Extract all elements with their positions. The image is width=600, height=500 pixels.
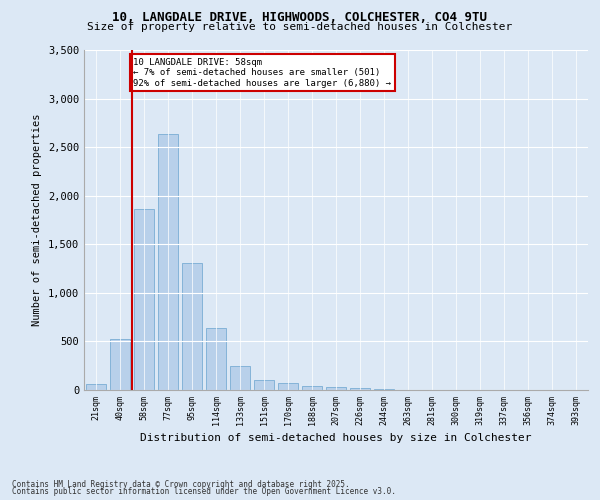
Text: Size of property relative to semi-detached houses in Colchester: Size of property relative to semi-detach… xyxy=(88,22,512,32)
Bar xyxy=(326,388,346,390)
Text: Contains HM Land Registry data © Crown copyright and database right 2025.: Contains HM Land Registry data © Crown c… xyxy=(12,480,350,489)
Bar xyxy=(278,382,298,390)
X-axis label: Distribution of semi-detached houses by size in Colchester: Distribution of semi-detached houses by … xyxy=(140,433,532,443)
Bar xyxy=(206,328,226,390)
Bar xyxy=(254,380,274,390)
Bar xyxy=(374,389,394,390)
Bar xyxy=(110,340,130,390)
Bar xyxy=(182,262,202,390)
Bar xyxy=(230,366,250,390)
Bar xyxy=(302,386,322,390)
Bar xyxy=(350,388,370,390)
Text: 10 LANGDALE DRIVE: 58sqm
← 7% of semi-detached houses are smaller (501)
92% of s: 10 LANGDALE DRIVE: 58sqm ← 7% of semi-de… xyxy=(133,58,391,88)
Text: Contains public sector information licensed under the Open Government Licence v3: Contains public sector information licen… xyxy=(12,487,396,496)
Text: 10, LANGDALE DRIVE, HIGHWOODS, COLCHESTER, CO4 9TU: 10, LANGDALE DRIVE, HIGHWOODS, COLCHESTE… xyxy=(113,11,487,24)
Y-axis label: Number of semi-detached properties: Number of semi-detached properties xyxy=(32,114,43,326)
Bar xyxy=(134,210,154,390)
Bar xyxy=(86,384,106,390)
Bar xyxy=(158,134,178,390)
